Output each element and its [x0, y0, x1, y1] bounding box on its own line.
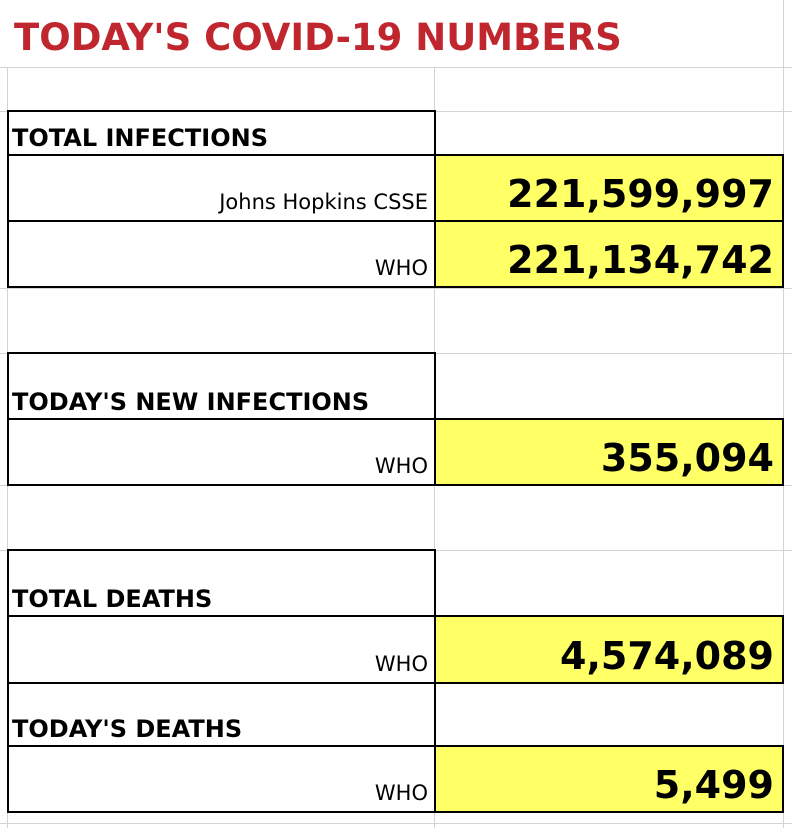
source-cell-who[interactable]: WHO	[7, 745, 436, 813]
value-cell-total-infections-jhu[interactable]: 221,599,997	[434, 154, 784, 222]
grid-row-line	[0, 823, 792, 824]
value-cell-new-infections-who[interactable]: 355,094	[434, 418, 784, 486]
source-cell-who[interactable]: WHO	[7, 615, 436, 684]
source-cell-johns-hopkins[interactable]: Johns Hopkins CSSE	[7, 154, 436, 222]
grid-column-line	[783, 0, 784, 828]
section-header-total-deaths[interactable]: TOTAL DEATHS	[7, 549, 436, 617]
page-title: TODAY'S COVID-19 NUMBERS	[14, 16, 622, 59]
value-cell-todays-deaths-who[interactable]: 5,499	[434, 745, 784, 813]
section-header-todays-deaths[interactable]: TODAY'S DEATHS	[7, 682, 436, 747]
value-cell-total-deaths-who[interactable]: 4,574,089	[434, 615, 784, 684]
grid-row-line	[0, 288, 792, 289]
source-cell-who[interactable]: WHO	[7, 418, 436, 486]
grid-row-line	[0, 67, 792, 68]
section-header-total-infections[interactable]: TOTAL INFECTIONS	[7, 110, 436, 156]
section-header-new-infections[interactable]: TODAY'S NEW INFECTIONS	[7, 352, 436, 420]
value-cell-total-infections-who[interactable]: 221,134,742	[434, 220, 784, 288]
source-cell-who[interactable]: WHO	[7, 220, 436, 288]
